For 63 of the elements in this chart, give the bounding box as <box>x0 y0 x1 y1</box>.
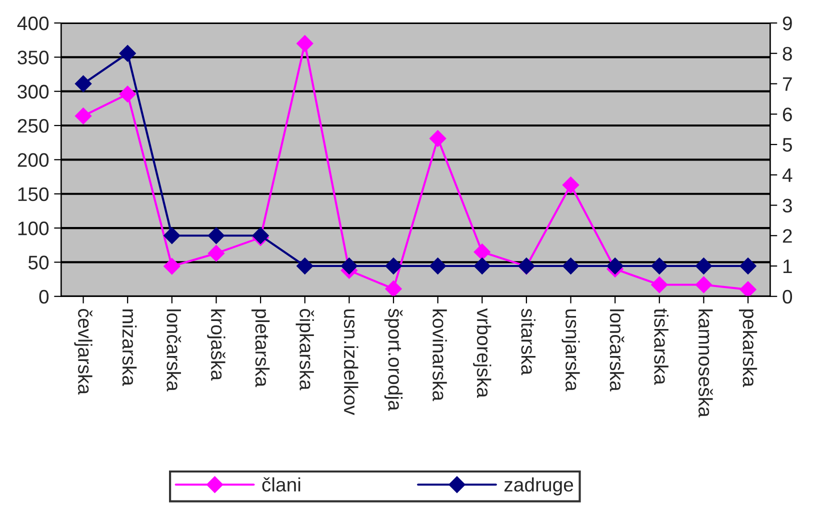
point <box>119 86 136 102</box>
y2-tick-label: 1 <box>783 260 792 274</box>
point <box>474 244 490 260</box>
x-tick-label: lončarska <box>610 309 624 392</box>
y-tick-label: 50 <box>28 256 49 270</box>
x-tick-label: krojaška <box>207 309 226 381</box>
point <box>740 258 756 274</box>
point <box>429 130 446 147</box>
point <box>208 244 225 262</box>
point <box>695 258 712 274</box>
x-tick-label: pletarska <box>251 309 270 388</box>
point <box>74 75 92 92</box>
point <box>164 227 180 244</box>
x-tick-label: vrborejska <box>473 308 492 398</box>
y-tick-label: 0 <box>39 290 49 304</box>
y2-tick-label: 0 <box>782 290 792 304</box>
point <box>695 276 712 294</box>
y-tick-label: 150 <box>18 187 49 202</box>
point <box>164 258 180 275</box>
point <box>119 44 136 62</box>
y2-tick-label: 5 <box>782 138 792 152</box>
x-tick-label: usn.izdelkov <box>344 309 358 416</box>
point <box>562 258 580 274</box>
y-tick-label: 300 <box>18 84 49 99</box>
x-tick-label: šport.orodja <box>384 308 403 411</box>
point <box>385 258 402 274</box>
y-tick-label: 200 <box>18 153 49 167</box>
x-tick-label: mizarska <box>122 309 137 386</box>
y2-tick-label: 9 <box>782 16 792 30</box>
point <box>740 281 756 296</box>
x-tick-label: sitarska <box>521 308 536 376</box>
point <box>429 258 446 274</box>
point <box>296 35 314 52</box>
y2-tick-label: 6 <box>782 108 792 122</box>
point <box>562 176 580 194</box>
legend-label: zadruge <box>504 477 574 496</box>
x-tick-label: kamnoseška <box>698 309 713 418</box>
point <box>385 280 402 296</box>
y2-tick-label: 8 <box>782 46 792 61</box>
legend-label: člani <box>262 477 300 492</box>
x-tick-label: kovinarska <box>432 309 447 402</box>
point <box>474 258 490 274</box>
point <box>208 227 225 244</box>
x-tick-label: tiskarska <box>654 308 668 385</box>
y-tick-label: 400 <box>17 16 49 30</box>
y2-tick-label: 4 <box>782 168 792 182</box>
point <box>606 258 624 274</box>
x-tick-label: pekarska <box>738 309 758 388</box>
point <box>296 258 314 274</box>
point <box>651 276 668 294</box>
y2-tick-label: 7 <box>782 77 792 91</box>
point <box>74 108 92 124</box>
point <box>340 258 358 274</box>
x-tick-label: čipkarska <box>296 309 314 390</box>
y-tick-label: 250 <box>18 118 49 133</box>
y2-tick-label: 3 <box>782 198 792 212</box>
x-tick-label: čevljarska <box>74 309 92 395</box>
x-tick-label: usnjarska <box>562 309 580 392</box>
point <box>651 258 668 274</box>
y2-tick-label: 2 <box>782 229 792 243</box>
y-tick-label: 100 <box>18 222 49 236</box>
y-tick-label: 350 <box>18 50 49 64</box>
x-tick-label: lončarska <box>166 309 182 392</box>
